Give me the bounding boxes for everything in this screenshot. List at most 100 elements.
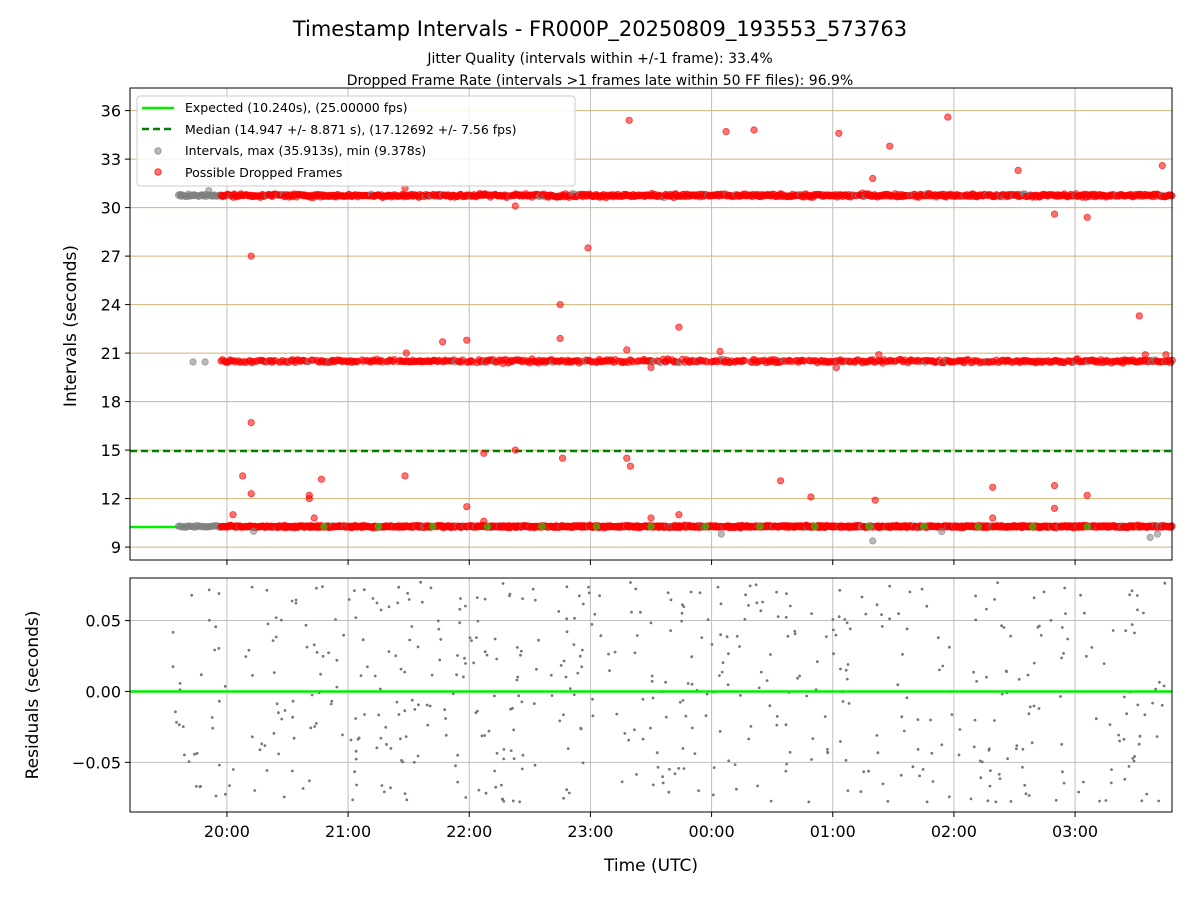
residual-point [712,766,716,769]
residual-point [1032,661,1036,665]
residual-point [591,714,595,718]
residual-point [474,711,478,715]
residual-point [483,734,487,737]
residual-point [649,726,652,730]
residual-point [562,713,565,717]
residual-point [291,769,294,773]
residual-point [319,672,322,676]
residual-point [918,774,921,778]
dropped-frame-point [463,503,471,511]
residual-point [312,643,316,647]
residual-point [839,740,842,743]
residual-point [846,663,850,666]
residual-point [309,726,313,730]
residual-point [413,708,417,711]
interval-point [538,522,546,531]
residual-point [1109,781,1113,785]
residual-point [591,697,594,701]
residual-point [334,618,337,621]
residual-point [831,628,835,632]
residual-point [719,633,722,637]
residual-point [733,763,737,766]
residual-point [705,692,709,696]
residual-point [920,587,924,591]
residual-point [716,585,720,589]
intervals-y-tick-label: 30 [101,199,121,218]
residual-point [776,615,780,618]
residual-point [1102,662,1106,665]
interval-point [205,187,213,195]
residual-point [725,635,729,639]
residual-point [566,747,570,750]
residual-point [1142,611,1145,615]
residual-point [416,754,420,758]
residual-point [207,588,211,592]
residual-point [1160,704,1164,707]
residual-point [860,595,864,599]
residual-point [905,696,909,700]
residual-point [682,767,686,770]
residual-point [1124,629,1128,633]
dropped-frame-point [984,358,992,366]
residual-point [399,737,402,741]
residual-point [518,800,522,804]
dropped-frame-point [647,514,655,522]
residual-point [759,609,763,613]
residual-point [1032,704,1036,708]
x-axis-label: Time (UTC) [603,856,698,876]
residual-point [980,760,984,764]
residual-point [847,702,851,705]
dropped-frame-point [558,454,567,462]
legend-median-label: Median (14.947 +/- 8.871 s), (17.12692 +… [185,122,516,137]
residual-point [930,751,934,755]
residual-point [572,643,576,646]
dropped-frame-point [317,475,325,483]
residual-point [704,714,708,718]
residual-point [1128,593,1132,597]
residual-point [178,682,182,685]
residual-point [576,671,580,675]
residual-point [997,772,1001,776]
residual-point [266,622,270,626]
residual-point [1094,717,1098,721]
residual-point [468,636,472,640]
residual-point [667,790,671,794]
interval-point [756,522,764,531]
dropped-frame-point [310,514,318,522]
residual-point [931,780,935,783]
residual-point [564,675,568,679]
residual-point [396,601,400,605]
dropped-frame-point [402,349,410,357]
residual-point [480,734,484,738]
residual-point [1122,737,1126,741]
interval-point [177,192,185,200]
residual-point [354,749,358,753]
residual-point [493,769,496,773]
residual-point [677,767,681,770]
residual-point [1002,626,1006,629]
residual-point [557,610,561,613]
residual-point [727,759,731,763]
residual-point [925,800,929,804]
dropped-frame-point [247,252,255,260]
residual-point [400,759,403,762]
residual-point [916,748,920,751]
residual-point [1027,712,1031,716]
residual-point [274,635,278,639]
residual-point [689,590,693,594]
residual-point [718,674,721,677]
residual-point [290,599,294,603]
interval-point [189,358,197,366]
dropped-frame-point [946,358,954,366]
residual-point [477,788,481,792]
residual-point [739,694,742,697]
residual-point [972,670,975,674]
residual-point [769,653,772,656]
residual-point [533,598,537,602]
residual-point [880,625,884,628]
residuals-plot-frame [129,577,1173,813]
residual-point [788,750,792,754]
residual-point [428,704,432,708]
dropped-frame-point [716,347,724,356]
residual-point [430,673,434,677]
